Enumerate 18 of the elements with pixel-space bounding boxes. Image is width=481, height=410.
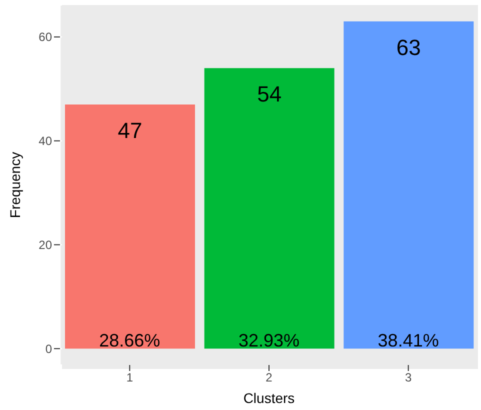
bar [65,104,195,349]
x-axis-title: Clusters [243,390,295,406]
data-label: 54 [257,82,282,107]
x-tick-label: 1 [126,370,134,385]
y-tick-label: 60 [38,30,52,44]
bar [344,21,474,349]
data-label: 63 [396,34,421,60]
bar [204,68,334,349]
annotation: 28.66% [99,330,160,351]
y-tick-label: 0 [45,342,52,356]
y-tick-label: 40 [38,134,52,148]
annotation: 32.93% [238,330,300,351]
annotation: 38.41% [378,330,439,351]
x-tick-label: 2 [266,370,273,385]
y-tick-label: 20 [38,238,52,252]
x-tick-label: 3 [404,370,412,385]
y-axis-title: Frequency [6,152,23,218]
data-label: 47 [118,118,142,144]
